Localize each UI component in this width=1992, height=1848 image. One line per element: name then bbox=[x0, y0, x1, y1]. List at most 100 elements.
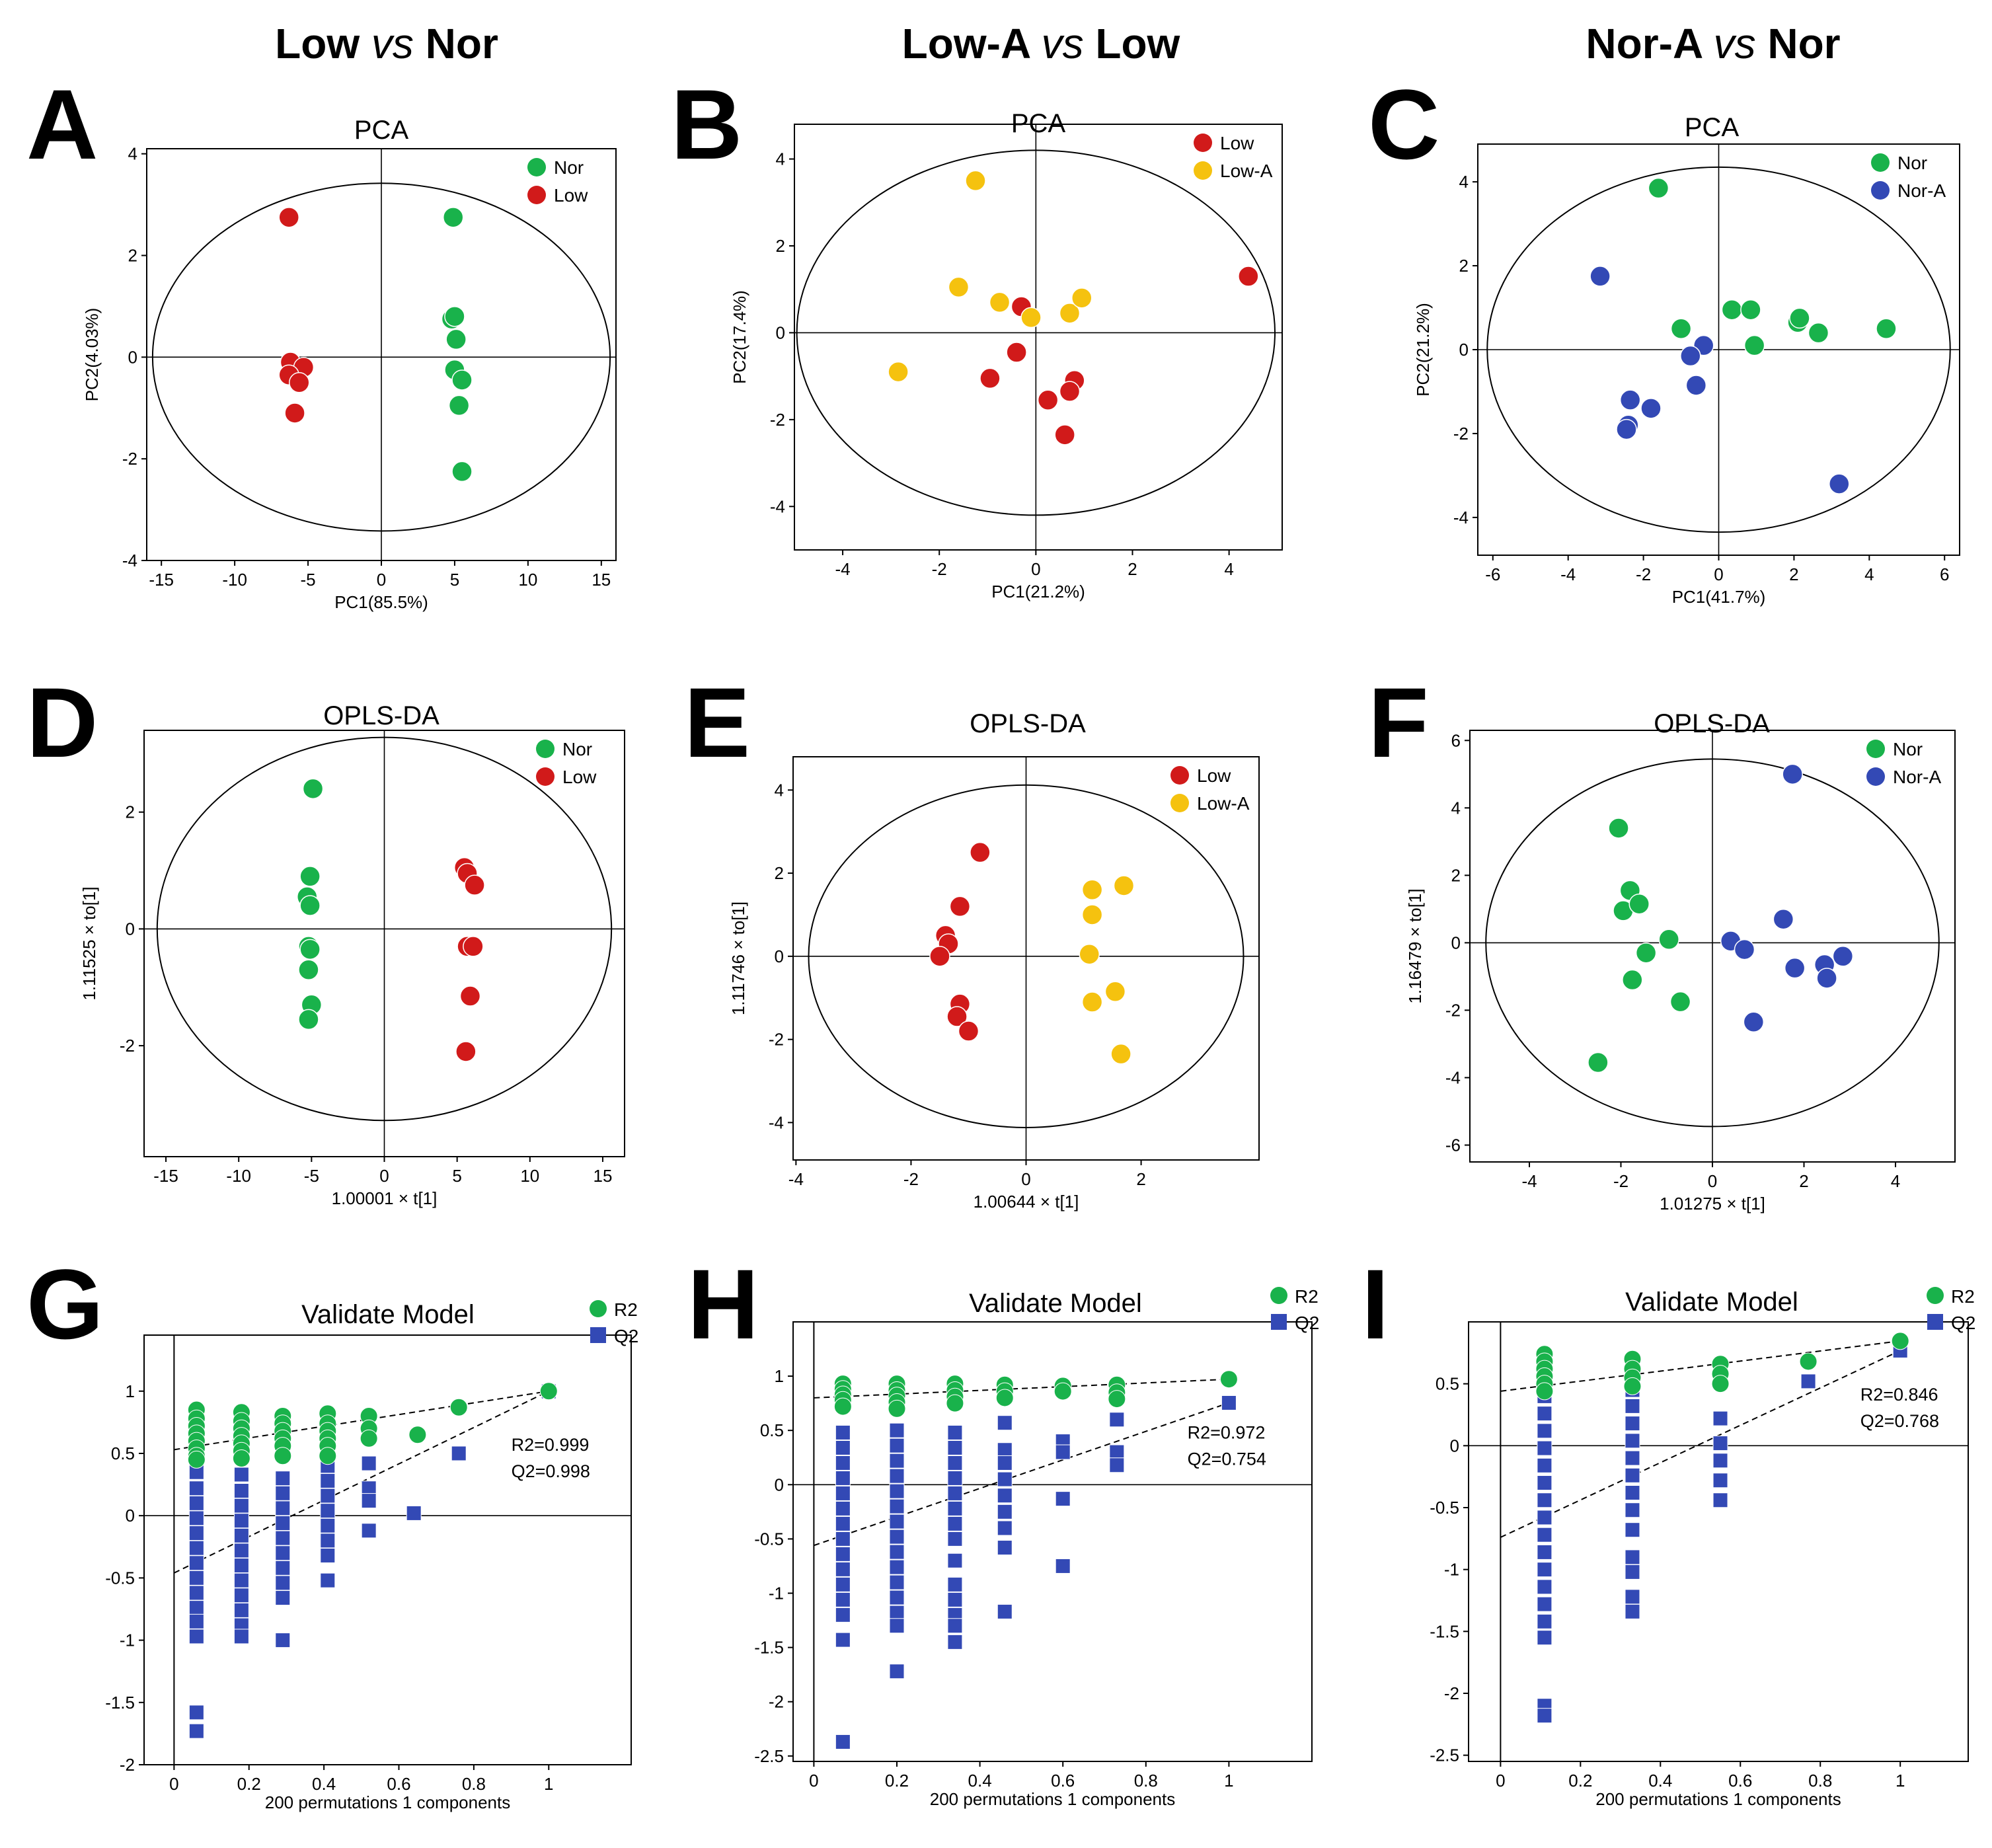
data-point bbox=[949, 896, 971, 917]
data-point bbox=[299, 895, 321, 916]
y-tick-label: 2 bbox=[776, 236, 785, 256]
data-point bbox=[442, 207, 464, 228]
legend-marker bbox=[1170, 766, 1189, 785]
y-tick-label: -1 bbox=[769, 1583, 784, 1603]
x-tick-label: 0.4 bbox=[312, 1774, 336, 1794]
y-tick-label: -2 bbox=[770, 410, 785, 430]
y-tick-label: -2 bbox=[769, 1030, 784, 1050]
data-point bbox=[188, 1495, 204, 1511]
data-point bbox=[947, 1455, 963, 1471]
data-point bbox=[1625, 1564, 1640, 1580]
legend-marker bbox=[1866, 740, 1885, 758]
data-point bbox=[451, 369, 473, 391]
confidence-ellipse bbox=[1485, 758, 1940, 1128]
data-point bbox=[1743, 334, 1765, 356]
data-point bbox=[233, 1558, 249, 1574]
confidence-ellipse bbox=[151, 182, 611, 532]
x-tick-label: -15 bbox=[149, 570, 174, 590]
data-point bbox=[188, 1629, 204, 1644]
y-tick-label: 2 bbox=[1459, 256, 1469, 276]
y-tick-label: 0.5 bbox=[1436, 1374, 1459, 1394]
panel-c: C PCA -6 -4 -2 0 2 4 6 -4 -2 0 2 4 PC1(41.7%) PC2(21.2%… bbox=[1368, 69, 1960, 607]
panel-letter: G bbox=[26, 1249, 104, 1360]
legend-label: Low bbox=[1220, 133, 1254, 153]
data-point bbox=[320, 1547, 336, 1563]
data-point bbox=[1721, 299, 1743, 321]
x-tick-label: 0 bbox=[1021, 1169, 1030, 1189]
data-point bbox=[275, 1471, 291, 1486]
x-tick-label: 15 bbox=[593, 1166, 612, 1186]
legend-marker bbox=[1871, 181, 1890, 200]
data-point bbox=[233, 1527, 249, 1543]
data-point bbox=[889, 1468, 905, 1484]
data-point bbox=[188, 1555, 204, 1571]
y-tick-label: 0 bbox=[775, 946, 784, 966]
data-point bbox=[275, 1485, 291, 1501]
data-point bbox=[1113, 875, 1135, 896]
series-r2 bbox=[833, 1370, 1238, 1418]
y-tick-label: -4 bbox=[769, 1112, 784, 1132]
data-point bbox=[1773, 908, 1794, 930]
data-point bbox=[1590, 266, 1611, 287]
x-tick-label: 2 bbox=[1128, 559, 1137, 579]
data-point bbox=[233, 1467, 249, 1482]
legend-label: Low bbox=[1197, 765, 1231, 786]
x-tick-label: 0 bbox=[1496, 1771, 1505, 1790]
legend-label: Nor-A bbox=[1897, 180, 1946, 201]
series-nor-a bbox=[1720, 763, 1854, 1033]
data-point bbox=[889, 1544, 905, 1560]
data-point bbox=[1537, 1440, 1552, 1456]
legend-marker bbox=[1170, 794, 1189, 812]
y-tick-label: -4 bbox=[770, 496, 785, 516]
x-tick-label: 10 bbox=[518, 570, 537, 590]
data-point bbox=[835, 1734, 851, 1750]
data-point bbox=[1055, 1491, 1071, 1507]
data-point bbox=[1625, 1467, 1640, 1483]
data-point bbox=[1816, 968, 1837, 989]
data-point bbox=[889, 1514, 905, 1529]
x-tick-label: 1 bbox=[544, 1774, 553, 1794]
data-point bbox=[997, 1504, 1013, 1520]
data-point bbox=[947, 1576, 963, 1592]
y-tick-label: 0.5 bbox=[760, 1420, 784, 1440]
plot-frame bbox=[792, 1321, 1313, 1762]
data-point bbox=[274, 1447, 292, 1465]
data-point bbox=[275, 1515, 291, 1531]
data-point bbox=[1625, 1450, 1640, 1466]
x-tick-label: -4 bbox=[835, 559, 851, 579]
data-point bbox=[889, 1422, 905, 1438]
data-point bbox=[833, 1397, 852, 1416]
data-point bbox=[361, 1493, 377, 1509]
x-tick-label: 0.6 bbox=[387, 1774, 410, 1794]
data-point bbox=[361, 1523, 377, 1539]
data-point bbox=[275, 1530, 291, 1546]
y-tick-label: 4 bbox=[776, 149, 785, 169]
data-point bbox=[278, 207, 299, 228]
data-point bbox=[1622, 969, 1643, 991]
data-point bbox=[1109, 1457, 1125, 1473]
data-point bbox=[1059, 303, 1081, 324]
confidence-ellipse bbox=[156, 736, 613, 1122]
x-axis-label: PC1(41.7%) bbox=[1672, 587, 1766, 607]
data-point bbox=[232, 1449, 250, 1468]
y-tick-label: -4 bbox=[122, 551, 137, 570]
data-point bbox=[1784, 957, 1806, 979]
data-point bbox=[889, 1590, 905, 1605]
legend-marker bbox=[590, 1327, 606, 1343]
legend-marker bbox=[527, 186, 546, 204]
data-point bbox=[1625, 1398, 1640, 1414]
series-low-a bbox=[888, 170, 1092, 383]
panel-letter: F bbox=[1368, 667, 1429, 778]
data-point bbox=[946, 1394, 964, 1412]
series-nor-a bbox=[1590, 266, 1850, 494]
panel-letter: B bbox=[671, 69, 742, 180]
data-point bbox=[1635, 942, 1657, 964]
data-point bbox=[1625, 1485, 1640, 1501]
x-axis-label: 1.00644 × t[1] bbox=[974, 1192, 1079, 1212]
legend-marker bbox=[1194, 161, 1212, 180]
data-point bbox=[299, 866, 321, 887]
data-point bbox=[835, 1546, 851, 1562]
data-point bbox=[1658, 929, 1679, 950]
data-point bbox=[233, 1629, 249, 1644]
